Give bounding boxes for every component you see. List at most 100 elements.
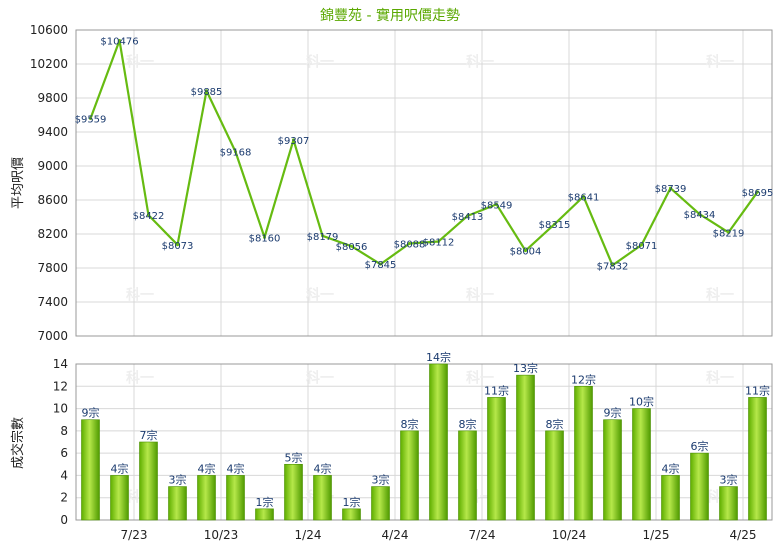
price-point <box>205 89 208 93</box>
price-panel: 7000 7400 7800 8200 8600 9000 9400 9800 10200 106… <box>30 23 774 343</box>
count-data-label: 1宗 <box>256 495 274 509</box>
count-bar <box>197 475 216 521</box>
count-bar <box>690 452 709 521</box>
price-data-label: $8160 <box>249 233 281 244</box>
price-point <box>234 150 237 154</box>
count-data-label: 4宗 <box>198 461 216 475</box>
count-bar <box>371 486 390 521</box>
count-data-label: 1宗 <box>343 495 361 509</box>
price-data-label: $10476 <box>100 37 138 48</box>
price-data-label: $8315 <box>539 220 571 231</box>
price-data-label: $8413 <box>452 212 484 223</box>
y-tick-label: 8200 <box>37 227 68 241</box>
count-data-label: 11宗 <box>745 383 770 397</box>
y-tick-label: 9800 <box>37 91 68 105</box>
y-tick-label: 7400 <box>37 295 68 309</box>
price-point <box>698 212 701 216</box>
price-data-label: $8739 <box>655 184 687 195</box>
count-bar <box>226 475 245 521</box>
count-bar <box>81 419 100 521</box>
y-tick-label: 8 <box>60 424 68 438</box>
price-data-label: $9885 <box>191 87 223 98</box>
count-data-label: 6宗 <box>691 439 709 453</box>
y-tick-label: 12 <box>53 379 68 393</box>
price-point <box>611 263 614 267</box>
price-point <box>756 190 759 194</box>
price-point <box>321 234 324 238</box>
price-data-label: $8179 <box>307 232 339 243</box>
price-data-label: $8088 <box>394 240 426 251</box>
price-point <box>350 244 353 248</box>
y-tick-label: 6 <box>60 446 68 460</box>
watermark-text: 科一 <box>306 286 334 303</box>
count-data-label: 4宗 <box>111 461 129 475</box>
count-data-label: 12宗 <box>571 372 596 386</box>
x-tick-label: 1/24 <box>295 528 322 542</box>
watermark-text: 科一 <box>306 54 334 71</box>
x-tick-label: 7/23 <box>121 528 148 542</box>
x-tick-label: 1/25 <box>643 528 670 542</box>
price-point <box>379 262 382 266</box>
price-point <box>89 116 92 120</box>
price-data-label: $8549 <box>481 200 513 211</box>
count-bar <box>255 508 274 521</box>
count-bar <box>748 397 767 521</box>
x-tick-label: 7/24 <box>469 528 496 542</box>
y-tick-label: 2 <box>60 491 68 505</box>
y-tick-label: 14 <box>53 357 68 371</box>
price-axis-label: 平均呎價 <box>11 157 26 209</box>
count-data-label: 4宗 <box>662 461 680 475</box>
count-bar <box>284 463 303 521</box>
price-data-label: $8112 <box>423 237 455 248</box>
price-point <box>118 39 121 43</box>
count-data-label: 8宗 <box>401 417 419 431</box>
price-line <box>89 39 759 267</box>
watermark-text: 科一 <box>126 370 154 387</box>
price-data-label: $9559 <box>75 114 107 125</box>
watermark-text: 科一 <box>706 54 734 71</box>
price-data-label: $8073 <box>162 241 194 252</box>
count-bar <box>661 475 680 521</box>
count-bar <box>400 430 419 521</box>
x-tick-label: 4/25 <box>730 528 757 542</box>
count-data-label: 9宗 <box>82 406 100 420</box>
count-bar <box>313 475 332 521</box>
price-data-label: $8695 <box>742 188 774 199</box>
price-point <box>727 230 730 234</box>
count-data-label: 7宗 <box>140 428 158 442</box>
count-data-label: 4宗 <box>227 461 245 475</box>
count-data-label: 8宗 <box>546 417 564 431</box>
watermark-text: 科一 <box>466 54 494 71</box>
y-tick-label: 0 <box>60 513 68 527</box>
y-tick-label: 7800 <box>37 261 68 275</box>
price-point <box>669 186 672 190</box>
watermark-text: 科一 <box>306 370 334 387</box>
price-point <box>495 202 498 206</box>
count-data-label: 11宗 <box>484 383 509 397</box>
plot-frame <box>75 29 773 337</box>
price-data-label: $7832 <box>597 261 629 272</box>
price-data-label: $8434 <box>684 210 716 221</box>
y-tick-label: 10 <box>53 402 68 416</box>
watermark-text: 科一 <box>126 286 154 303</box>
watermark-text: 科一 <box>706 286 734 303</box>
price-point <box>263 235 266 239</box>
y-tick-label: 7000 <box>37 329 68 343</box>
price-point <box>408 242 411 246</box>
count-bar <box>545 430 564 521</box>
price-point <box>553 222 556 226</box>
price-point <box>292 138 295 142</box>
price-point <box>466 214 469 218</box>
watermark-text: 科一 <box>126 54 154 71</box>
price-data-label: $7845 <box>365 260 397 271</box>
price-point <box>524 249 527 253</box>
count-data-label: 8宗 <box>459 417 477 431</box>
count-bar <box>516 374 535 521</box>
y-tick-label: 4 <box>60 468 68 482</box>
y-tick-label: 8600 <box>37 193 68 207</box>
count-data-label: 3宗 <box>372 473 390 487</box>
count-bar <box>632 408 651 521</box>
price-point <box>147 213 150 217</box>
y-tick-label: 9000 <box>37 159 68 173</box>
x-tick-label: 4/24 <box>382 528 409 542</box>
